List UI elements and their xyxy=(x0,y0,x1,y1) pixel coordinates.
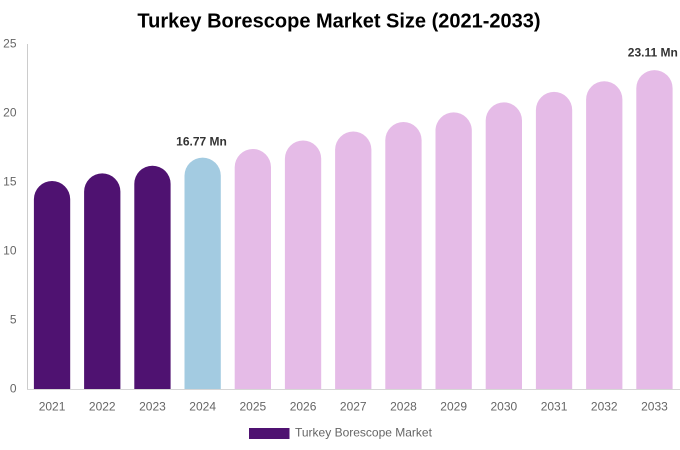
svg-text:0: 0 xyxy=(10,381,17,395)
svg-text:2021: 2021 xyxy=(39,400,66,414)
svg-text:2031: 2031 xyxy=(541,400,568,414)
svg-text:15: 15 xyxy=(3,174,17,188)
svg-text:2032: 2032 xyxy=(591,400,618,414)
svg-text:Turkey Borescope Market: Turkey Borescope Market xyxy=(295,426,433,440)
svg-text:25: 25 xyxy=(3,36,17,50)
svg-text:2026: 2026 xyxy=(290,400,317,414)
svg-text:20: 20 xyxy=(3,105,17,119)
svg-text:5: 5 xyxy=(10,312,17,326)
svg-text:10: 10 xyxy=(3,243,17,257)
svg-text:2024: 2024 xyxy=(189,400,216,414)
svg-text:2025: 2025 xyxy=(239,400,266,414)
svg-text:16.77 Mn: 16.77 Mn xyxy=(176,135,227,149)
svg-text:2028: 2028 xyxy=(390,400,417,414)
svg-text:2030: 2030 xyxy=(490,400,517,414)
svg-text:2027: 2027 xyxy=(340,400,367,414)
svg-text:2023: 2023 xyxy=(139,400,166,414)
svg-text:2022: 2022 xyxy=(89,400,116,414)
svg-text:Turkey Borescope Market Size (: Turkey Borescope Market Size (2021-2033) xyxy=(137,10,540,32)
svg-text:2029: 2029 xyxy=(440,400,467,414)
svg-text:23.11 Mn: 23.11 Mn xyxy=(628,45,678,59)
svg-text:2033: 2033 xyxy=(641,400,668,414)
